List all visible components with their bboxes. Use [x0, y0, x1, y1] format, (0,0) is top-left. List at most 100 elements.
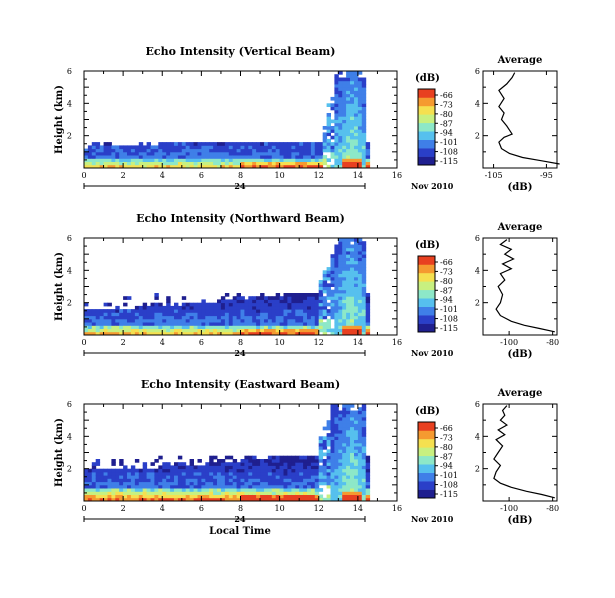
y-axis-label: Height (km)	[54, 252, 65, 321]
heatmap-cell	[326, 283, 331, 287]
heatmap-cell	[271, 161, 277, 166]
heatmap-cell	[275, 142, 281, 146]
heatmap-cell	[185, 142, 191, 146]
heatmap-cell	[127, 148, 132, 153]
heatmap-cell	[111, 312, 116, 317]
heatmap-cell	[354, 289, 359, 294]
heatmap-cell	[330, 331, 335, 336]
heatmap-cell	[84, 151, 89, 156]
heatmap-cell	[346, 471, 351, 476]
heatmap-cell	[264, 145, 269, 150]
heatmap-cell	[338, 119, 343, 124]
heatmap-cell	[138, 155, 144, 159]
heatmap-cell	[201, 302, 206, 307]
heatmap-cell	[275, 325, 281, 329]
heatmap-cell	[84, 302, 89, 307]
heatmap-cell	[213, 471, 218, 476]
heatmap-cell	[154, 491, 159, 495]
heatmap-cell	[146, 471, 151, 476]
x-tick-label: 6	[199, 504, 204, 513]
heatmap-cell	[127, 151, 132, 156]
heatmap-cell	[299, 158, 304, 162]
heatmap-cell	[232, 494, 238, 499]
heatmap-cell	[130, 145, 136, 150]
heatmap-cell	[283, 455, 288, 460]
heatmap-cell	[264, 481, 269, 486]
heatmap-cell	[228, 318, 234, 323]
heatmap-cell	[318, 488, 324, 492]
heatmap-cell	[119, 325, 124, 329]
heatmap-cell	[357, 103, 363, 107]
heatmap-cell	[115, 322, 120, 326]
heatmap-cell	[295, 471, 300, 476]
heatmap-cell	[154, 312, 159, 317]
heatmap-cell	[357, 433, 363, 437]
heatmap-cell	[299, 151, 304, 156]
heatmap-cell	[193, 331, 198, 336]
heatmap-cell	[279, 318, 284, 323]
heatmap-cell	[256, 471, 261, 476]
heatmap-cell	[342, 420, 347, 424]
heatmap-cell	[354, 410, 359, 415]
heatmap-cell	[115, 305, 120, 310]
heatmap-cell	[342, 135, 347, 140]
heatmap-cell	[134, 158, 140, 162]
heatmap-cell	[350, 132, 355, 137]
heatmap-cell	[244, 145, 249, 150]
heatmap-cell	[303, 328, 308, 333]
heatmap-cell	[326, 442, 331, 447]
heatmap-cell	[357, 488, 363, 492]
heatmap-cell	[130, 497, 136, 502]
heatmap-cell	[205, 331, 210, 336]
heatmap-cell	[326, 267, 331, 271]
heatmap-cell	[346, 488, 351, 492]
heatmap-cell	[342, 103, 347, 107]
heatmap-cell	[177, 484, 183, 489]
heatmap-cell	[346, 113, 351, 117]
heatmap-cell	[146, 161, 151, 166]
heatmap-cell	[181, 305, 187, 310]
heatmap-cell	[146, 475, 151, 479]
heatmap-cell	[295, 455, 300, 460]
heatmap-cell	[310, 312, 316, 317]
heatmap-cell	[240, 318, 245, 323]
heatmap-cell	[310, 491, 316, 495]
heatmap-cell	[326, 289, 331, 294]
heatmap-cell	[197, 459, 202, 463]
heatmap-cell	[217, 478, 222, 483]
profile-frame	[482, 70, 558, 169]
heatmap-cell	[236, 296, 241, 300]
heatmap-cell	[354, 312, 359, 317]
colorbar-level: -66	[440, 424, 453, 433]
heatmap-cell	[307, 325, 312, 329]
heatmap-cell	[279, 491, 284, 495]
heatmap-cell	[181, 302, 187, 307]
heatmap-cell	[189, 491, 194, 495]
heatmap-cell	[142, 497, 148, 502]
heatmap-cell	[275, 145, 281, 150]
heatmap-cell	[330, 296, 335, 300]
heatmap-cell	[158, 478, 163, 483]
heatmap-cell	[201, 497, 206, 502]
heatmap-cell	[326, 132, 331, 137]
heatmap-cell	[130, 478, 136, 483]
heatmap-cell	[264, 331, 269, 336]
heatmap-cell	[256, 299, 261, 304]
heatmap-cell	[228, 158, 234, 162]
heatmap-cell	[267, 151, 273, 156]
heatmap-cell	[248, 161, 253, 166]
heatmap-cell	[217, 322, 222, 326]
heatmap-cell	[350, 119, 355, 124]
heatmap-cell	[174, 478, 179, 483]
heatmap-cell	[342, 309, 347, 313]
profile-title: Average	[497, 388, 543, 399]
heatmap-cell	[197, 309, 202, 313]
heatmap-cell	[287, 328, 292, 333]
heatmap-cell	[166, 491, 171, 495]
heatmap-cell	[334, 148, 339, 153]
heatmap-cell	[193, 309, 198, 313]
heatmap-cell	[197, 331, 202, 336]
heatmap-cell	[228, 309, 234, 313]
x-tick-label: 0	[81, 504, 86, 513]
heatmap-cell	[330, 459, 335, 463]
